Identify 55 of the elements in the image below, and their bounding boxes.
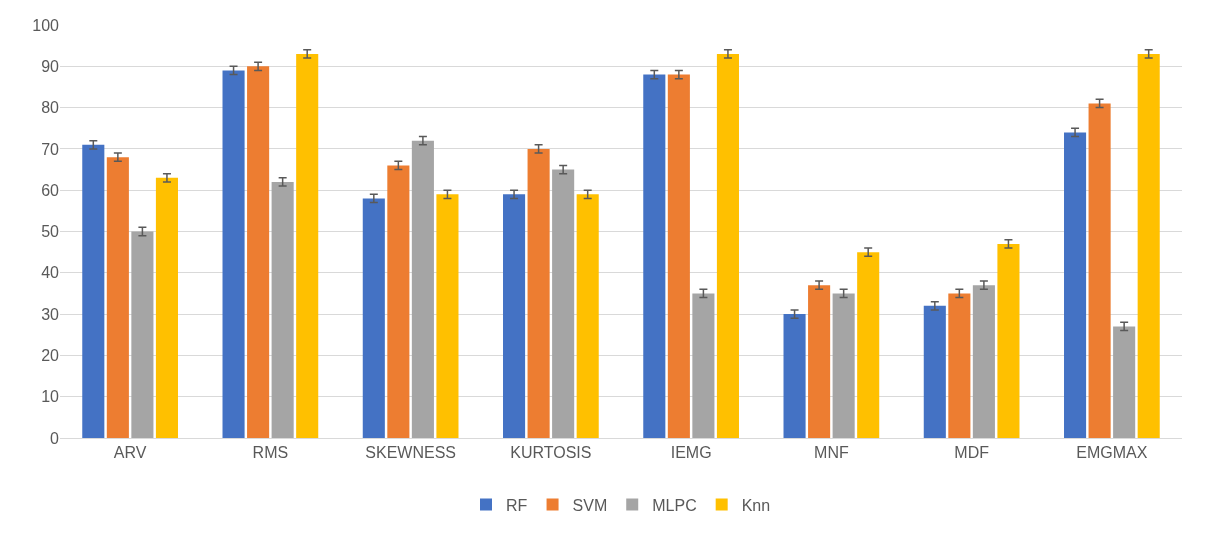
bar bbox=[923, 305, 946, 438]
bar bbox=[692, 293, 715, 438]
bar bbox=[716, 53, 739, 438]
bar bbox=[155, 177, 178, 438]
bar bbox=[783, 314, 806, 438]
bar bbox=[503, 194, 526, 438]
y-tick-label: 20 bbox=[41, 347, 60, 364]
bar bbox=[527, 148, 550, 438]
y-tick-label: 70 bbox=[41, 140, 60, 158]
y-tick-label: 50 bbox=[41, 223, 60, 241]
x-tick-label: KURTOSIS bbox=[510, 444, 592, 462]
legend-label: Knn bbox=[741, 496, 771, 514]
y-tick-label: 40 bbox=[41, 264, 60, 282]
bar bbox=[247, 66, 270, 438]
bar bbox=[997, 243, 1020, 438]
y-tick-label: 10 bbox=[41, 388, 60, 406]
bar bbox=[948, 293, 971, 438]
x-tick-label: MNF bbox=[814, 444, 849, 462]
bar bbox=[387, 165, 410, 438]
y-tick-label: 90 bbox=[41, 57, 60, 75]
y-tick-label: 80 bbox=[41, 99, 60, 117]
bar bbox=[362, 198, 385, 438]
x-tick-label: SKEWNESS bbox=[365, 444, 456, 462]
bar bbox=[1113, 326, 1136, 438]
y-tick-label: 60 bbox=[41, 181, 60, 199]
bar bbox=[972, 285, 995, 438]
x-tick-label: IEMG bbox=[670, 444, 712, 462]
bar bbox=[1137, 53, 1160, 438]
y-tick-label: 100 bbox=[32, 16, 60, 34]
bar bbox=[411, 140, 434, 438]
y-tick-label: 30 bbox=[41, 305, 60, 323]
bar bbox=[296, 53, 319, 438]
bar bbox=[643, 74, 666, 438]
y-tick-label: 0 bbox=[50, 429, 60, 447]
bar bbox=[436, 194, 459, 438]
bar bbox=[1088, 103, 1111, 438]
legend-label: RF bbox=[506, 496, 528, 514]
bar bbox=[82, 144, 105, 438]
bar bbox=[552, 169, 575, 438]
x-tick-label: MDF bbox=[954, 444, 990, 462]
bar bbox=[667, 74, 690, 438]
x-tick-label: RMS bbox=[252, 444, 289, 462]
bar bbox=[576, 194, 599, 438]
bar bbox=[832, 293, 855, 438]
bar bbox=[222, 70, 245, 438]
bar bbox=[857, 252, 880, 438]
x-tick-label: ARV bbox=[113, 444, 147, 462]
legend-label: MLPC bbox=[652, 496, 697, 514]
bar bbox=[1064, 132, 1087, 438]
bar bbox=[106, 157, 129, 438]
bar bbox=[271, 181, 294, 438]
x-tick-label: EMGMAX bbox=[1076, 444, 1148, 462]
bar bbox=[131, 231, 154, 438]
legend-label: SVM bbox=[572, 496, 608, 514]
bar bbox=[808, 285, 831, 438]
